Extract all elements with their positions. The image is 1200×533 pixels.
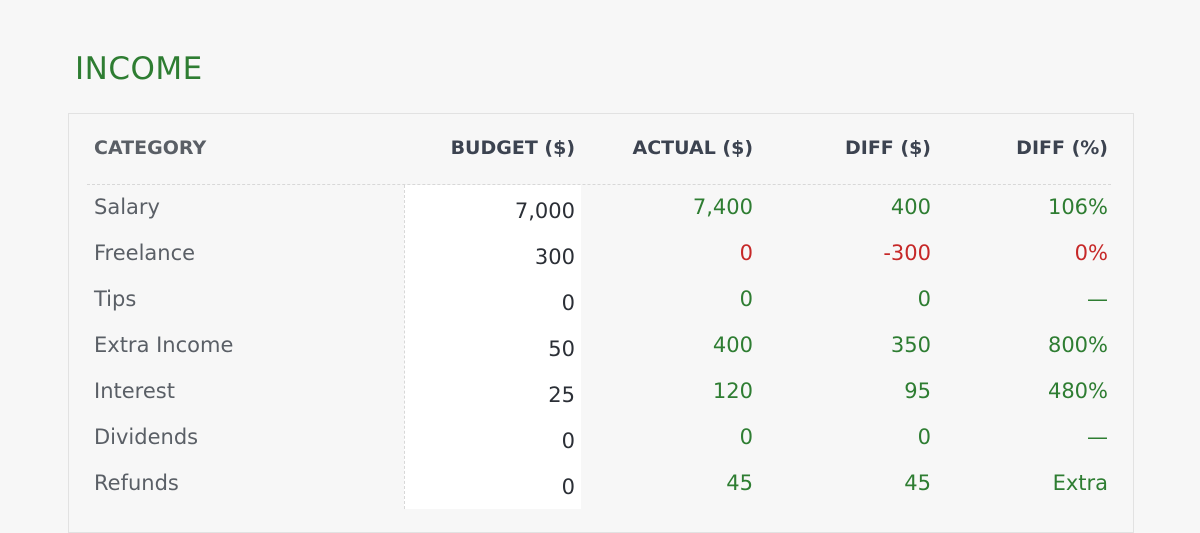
diff-cell: 350 xyxy=(890,333,931,357)
diff-pct-cell: 800% xyxy=(1047,333,1108,357)
table-row: Extra Income 50 400 350 800% xyxy=(87,322,1111,368)
diff-pct-cell: — xyxy=(1087,425,1108,449)
budget-cell: 0 xyxy=(561,291,575,315)
diff-pct-cell: 480% xyxy=(1047,379,1108,403)
actual-cell: 400 xyxy=(712,333,753,357)
budget-cell: 0 xyxy=(561,429,575,453)
header-budget: BUDGET ($) xyxy=(450,137,575,159)
category-cell: Interest xyxy=(94,379,175,403)
budget-column-background xyxy=(404,185,581,509)
diff-cell: 400 xyxy=(890,195,931,219)
table-row: Salary 7,000 7,400 400 106% xyxy=(87,184,1111,230)
actual-cell: 120 xyxy=(712,379,753,403)
category-cell: Extra Income xyxy=(94,333,234,357)
budget-cell: 25 xyxy=(548,383,575,407)
diff-cell: 0 xyxy=(917,287,931,311)
budget-cell: 7,000 xyxy=(514,199,575,223)
section-title-income: INCOME xyxy=(75,51,203,87)
category-cell: Refunds xyxy=(94,471,179,495)
budget-cell: 50 xyxy=(548,337,575,361)
diff-pct-cell: 0% xyxy=(1074,241,1108,265)
income-table-card xyxy=(68,113,1134,533)
table-row: Refunds 0 45 45 Extra xyxy=(87,460,1111,506)
diff-cell: 0 xyxy=(917,425,931,449)
category-cell: Freelance xyxy=(94,241,196,265)
header-diff-pct: DIFF (%) xyxy=(1016,137,1108,159)
actual-cell: 45 xyxy=(726,471,753,495)
table-row: Freelance 300 0 -300 0% xyxy=(87,230,1111,276)
table-row: Dividends 0 0 0 — xyxy=(87,414,1111,460)
diff-pct-cell: — xyxy=(1087,287,1108,311)
diff-cell: 95 xyxy=(904,379,931,403)
header-actual: ACTUAL ($) xyxy=(632,137,753,159)
diff-pct-cell: 106% xyxy=(1047,195,1108,219)
budget-cell: 300 xyxy=(534,245,575,269)
budget-cell: 0 xyxy=(561,475,575,499)
diff-pct-cell: Extra xyxy=(1052,471,1108,495)
category-cell: Tips xyxy=(94,287,137,311)
actual-cell: 0 xyxy=(739,241,753,265)
diff-cell: -300 xyxy=(883,241,931,265)
diff-cell: 45 xyxy=(904,471,931,495)
header-category: CATEGORY xyxy=(94,137,207,159)
actual-cell: 0 xyxy=(739,287,753,311)
table-header: CATEGORY BUDGET ($) ACTUAL ($) DIFF ($) … xyxy=(87,128,1111,185)
actual-cell: 7,400 xyxy=(692,195,753,219)
category-cell: Dividends xyxy=(94,425,199,449)
table-row: Interest 25 120 95 480% xyxy=(87,368,1111,414)
actual-cell: 0 xyxy=(739,425,753,449)
table-row: Tips 0 0 0 — xyxy=(87,276,1111,322)
category-cell: Salary xyxy=(94,195,160,219)
header-diff: DIFF ($) xyxy=(844,137,931,159)
